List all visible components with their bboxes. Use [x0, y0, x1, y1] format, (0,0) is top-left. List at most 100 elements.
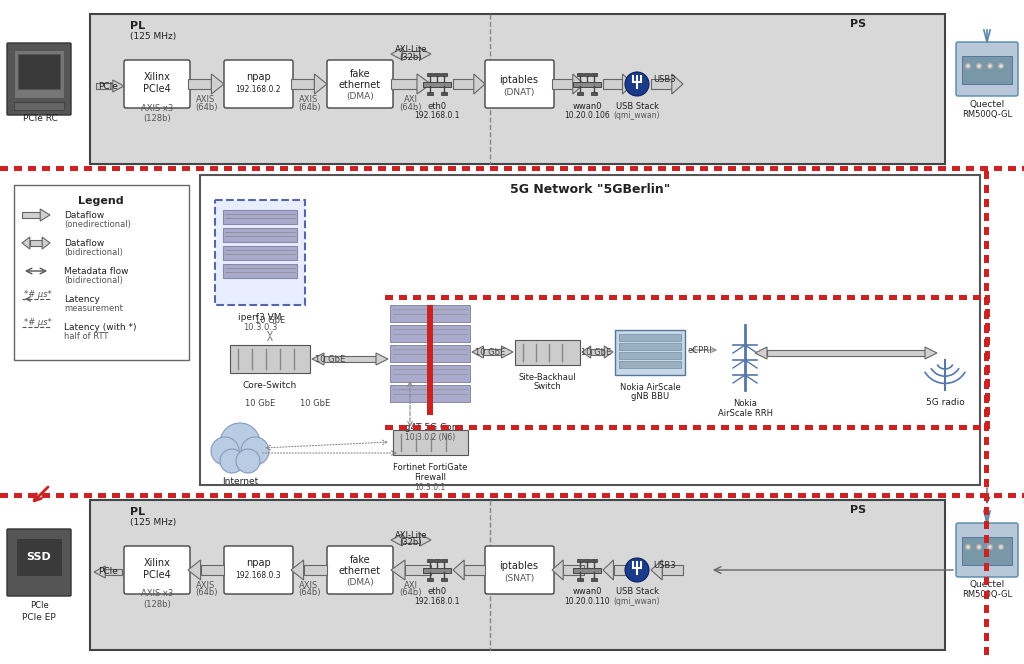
Text: AXIS: AXIS — [197, 94, 216, 104]
Bar — [223, 264, 297, 278]
Text: (128b): (128b) — [143, 114, 171, 122]
Bar — [504, 166, 512, 171]
Bar — [840, 166, 848, 171]
Bar — [882, 166, 890, 171]
Circle shape — [966, 64, 971, 68]
Bar — [56, 166, 65, 171]
Bar — [749, 425, 757, 430]
Bar — [413, 295, 421, 300]
Bar — [756, 493, 764, 498]
Bar — [462, 166, 470, 171]
Polygon shape — [94, 566, 105, 578]
Bar — [791, 425, 799, 430]
Bar — [581, 425, 589, 430]
Text: fake: fake — [349, 555, 371, 565]
Bar — [28, 166, 36, 171]
Bar — [918, 425, 925, 430]
Bar — [14, 185, 189, 360]
Bar — [693, 425, 701, 430]
Bar — [280, 493, 288, 498]
Bar — [399, 295, 407, 300]
Bar — [665, 295, 673, 300]
Bar — [973, 295, 981, 300]
Bar — [749, 295, 757, 300]
Text: (64b): (64b) — [399, 588, 422, 598]
Bar — [615, 330, 685, 375]
Text: (125 MHz): (125 MHz) — [130, 31, 176, 41]
Text: AXIS x3: AXIS x3 — [141, 590, 173, 598]
Text: (64b): (64b) — [298, 102, 321, 112]
Polygon shape — [755, 347, 767, 359]
Bar — [868, 166, 876, 171]
Text: (64b): (64b) — [195, 102, 217, 112]
Bar — [303, 565, 327, 575]
Polygon shape — [925, 347, 937, 359]
Circle shape — [236, 449, 260, 473]
Bar — [525, 425, 534, 430]
Bar — [984, 339, 989, 347]
Polygon shape — [376, 353, 388, 365]
Bar — [196, 166, 204, 171]
Bar — [14, 50, 65, 98]
Bar — [984, 451, 989, 459]
Bar — [826, 166, 834, 171]
Bar — [616, 493, 624, 498]
Bar — [532, 493, 540, 498]
Text: (64b): (64b) — [298, 588, 321, 598]
Circle shape — [220, 423, 260, 463]
Bar — [406, 493, 414, 498]
Bar — [567, 425, 575, 430]
Bar — [90, 14, 945, 164]
Text: Latency: Latency — [65, 295, 100, 303]
Text: ethernet: ethernet — [339, 566, 381, 576]
Bar — [665, 425, 673, 430]
Bar — [567, 295, 575, 300]
Bar — [591, 559, 597, 562]
Bar — [728, 166, 736, 171]
Text: PCIe: PCIe — [30, 600, 48, 610]
Bar — [819, 295, 827, 300]
Text: iperf3 VM: iperf3 VM — [239, 313, 282, 321]
Bar — [984, 395, 989, 403]
Bar — [984, 535, 989, 543]
FancyBboxPatch shape — [327, 60, 393, 108]
FancyBboxPatch shape — [7, 43, 71, 115]
Bar — [223, 228, 297, 242]
FancyBboxPatch shape — [485, 60, 554, 108]
Bar — [291, 79, 314, 89]
Bar — [984, 367, 989, 375]
Bar — [539, 295, 547, 300]
Bar — [854, 493, 862, 498]
Bar — [672, 166, 680, 171]
Bar — [630, 493, 638, 498]
Bar — [577, 559, 583, 562]
Bar — [984, 563, 989, 571]
Bar — [952, 166, 959, 171]
Bar — [735, 425, 743, 430]
Bar — [805, 295, 813, 300]
Bar — [560, 166, 568, 171]
Bar — [560, 493, 568, 498]
Bar — [847, 295, 855, 300]
Bar — [637, 295, 645, 300]
Circle shape — [987, 544, 992, 550]
Bar — [980, 166, 988, 171]
FancyBboxPatch shape — [124, 60, 190, 108]
Bar — [658, 166, 666, 171]
Bar — [584, 559, 590, 562]
Polygon shape — [623, 74, 633, 94]
Bar — [574, 166, 582, 171]
Polygon shape — [604, 346, 613, 358]
Bar — [210, 493, 218, 498]
Circle shape — [625, 558, 649, 582]
Polygon shape — [211, 74, 224, 94]
Bar — [714, 166, 722, 171]
Bar — [984, 633, 989, 641]
Polygon shape — [472, 346, 483, 358]
Bar — [767, 350, 925, 356]
Bar — [595, 425, 603, 430]
Bar — [563, 565, 584, 575]
Bar — [616, 166, 624, 171]
Bar — [700, 493, 708, 498]
Text: Xilinx: Xilinx — [143, 72, 170, 82]
